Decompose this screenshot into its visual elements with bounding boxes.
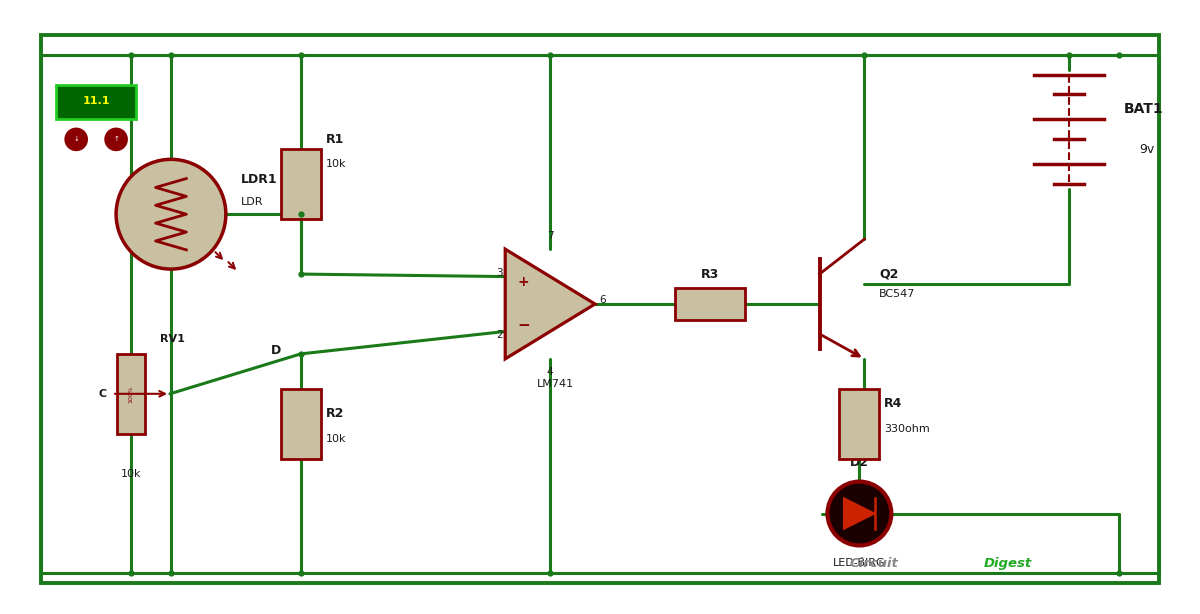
Circle shape [106, 128, 127, 150]
FancyBboxPatch shape [281, 149, 320, 219]
Text: R3: R3 [701, 268, 719, 281]
Text: Circuit: Circuit [850, 558, 899, 570]
Text: 100%: 100% [128, 385, 133, 403]
Text: C: C [98, 389, 107, 399]
Text: 10k: 10k [121, 468, 142, 479]
Text: ↑: ↑ [113, 136, 119, 142]
Text: 10k: 10k [325, 159, 346, 169]
Text: 4: 4 [547, 367, 553, 377]
Text: 6: 6 [599, 295, 606, 305]
Text: R1: R1 [325, 133, 344, 146]
Text: 10k: 10k [700, 291, 720, 301]
Text: 11.1: 11.1 [83, 96, 110, 106]
FancyBboxPatch shape [41, 34, 1159, 583]
Circle shape [65, 128, 88, 150]
Text: R2: R2 [325, 407, 344, 420]
Text: Q2: Q2 [880, 268, 899, 281]
Text: BAT1: BAT1 [1124, 103, 1164, 117]
Text: Digest: Digest [984, 558, 1032, 570]
Text: 7: 7 [547, 231, 553, 241]
Text: −: − [517, 319, 530, 333]
Text: D2: D2 [850, 456, 869, 468]
Text: D: D [270, 344, 281, 357]
Text: LM741: LM741 [536, 379, 574, 389]
FancyBboxPatch shape [118, 354, 145, 433]
Circle shape [116, 160, 226, 269]
Polygon shape [505, 249, 595, 359]
Text: +: + [517, 275, 529, 289]
FancyBboxPatch shape [281, 389, 320, 459]
Text: R4: R4 [884, 397, 902, 410]
Polygon shape [844, 497, 875, 529]
FancyBboxPatch shape [56, 85, 136, 120]
FancyBboxPatch shape [840, 389, 880, 459]
Text: RV1: RV1 [160, 334, 185, 344]
Text: 330ohm: 330ohm [884, 424, 930, 433]
Text: LDR1: LDR1 [241, 173, 277, 186]
Text: BC547: BC547 [880, 289, 916, 299]
Text: 2: 2 [497, 330, 503, 340]
Text: 9v: 9v [1139, 143, 1154, 156]
Text: 3: 3 [497, 268, 503, 278]
Text: ↓: ↓ [73, 136, 79, 142]
Text: 10k: 10k [325, 433, 346, 444]
Text: LED-BIRG: LED-BIRG [833, 558, 886, 569]
Circle shape [828, 481, 892, 545]
FancyBboxPatch shape [674, 288, 745, 320]
Text: LDR: LDR [241, 197, 263, 208]
